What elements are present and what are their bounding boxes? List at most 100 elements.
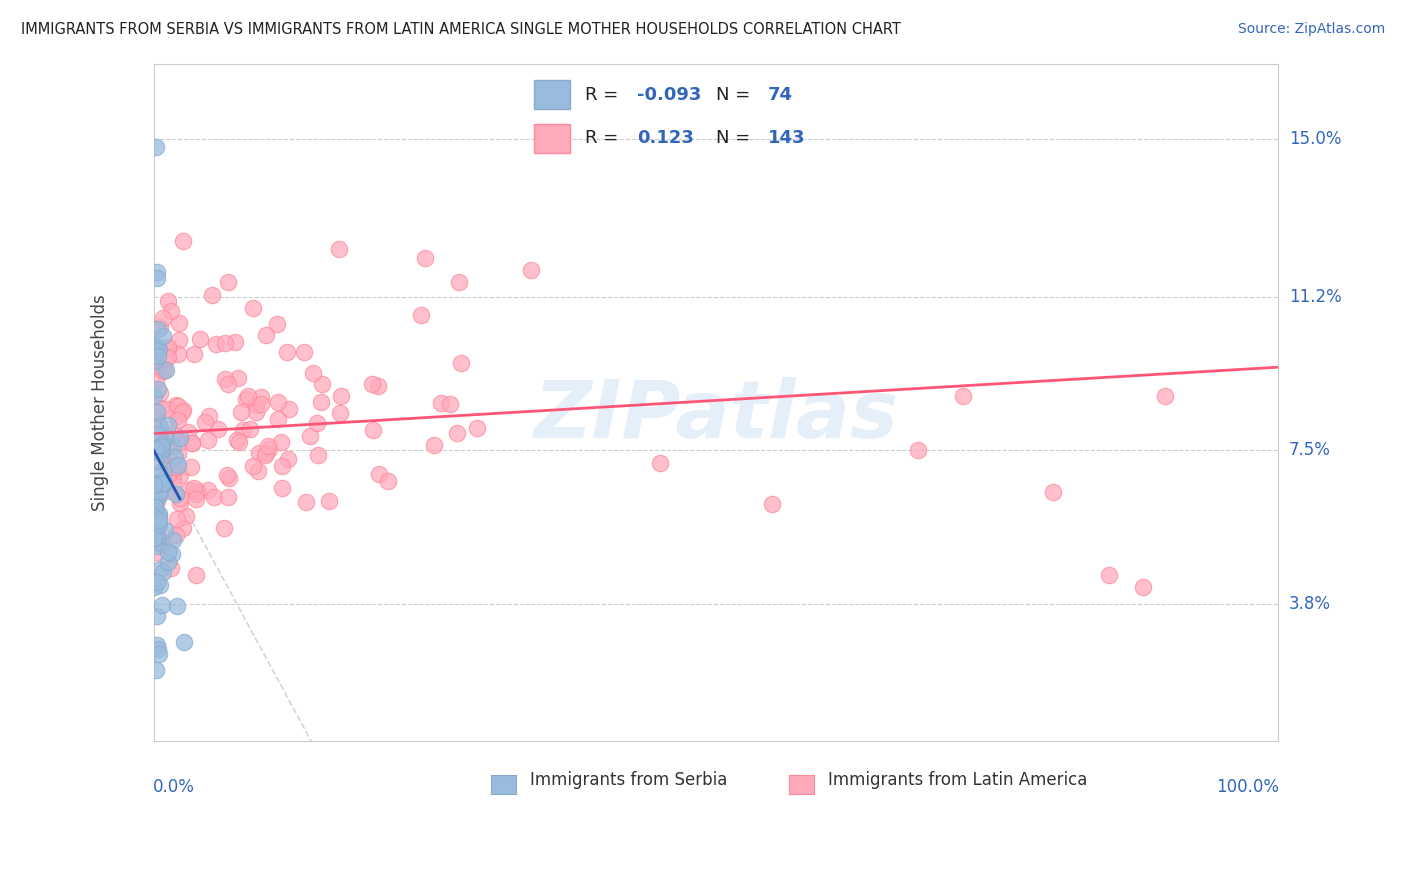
Point: [329, 406, 352, 420]
Point: [152, 329, 174, 343]
Point: [145, 442, 167, 456]
Point: [148, 487, 170, 501]
Text: Single Mother Households: Single Mother Households: [90, 294, 108, 511]
Text: Immigrants from Latin America: Immigrants from Latin America: [828, 772, 1088, 789]
Point: [146, 427, 169, 442]
Point: [250, 397, 273, 411]
Point: [145, 338, 167, 352]
Point: [361, 376, 384, 391]
Point: [257, 439, 280, 453]
Point: [254, 328, 277, 343]
Point: [157, 545, 180, 559]
Point: [267, 394, 290, 409]
Point: [257, 442, 280, 457]
Point: [143, 532, 166, 546]
Point: [169, 468, 191, 483]
Point: [309, 395, 332, 409]
Point: [162, 468, 184, 483]
Point: [156, 402, 179, 417]
Point: [165, 398, 187, 412]
Point: [163, 459, 186, 474]
Point: [301, 366, 323, 380]
Point: [155, 363, 177, 377]
Point: [152, 475, 174, 490]
Point: [446, 426, 468, 441]
Point: [224, 334, 246, 349]
Point: [214, 335, 236, 350]
Point: [271, 458, 294, 473]
Point: [153, 463, 176, 477]
Point: [167, 333, 190, 347]
Point: [145, 493, 167, 508]
Point: [157, 294, 180, 309]
Point: [148, 418, 170, 433]
Point: [169, 496, 191, 510]
Point: [1154, 389, 1177, 403]
Point: [150, 436, 173, 450]
Point: [160, 304, 183, 318]
Point: [142, 510, 165, 524]
Point: [143, 478, 166, 492]
Point: [152, 566, 174, 580]
Point: [299, 428, 322, 442]
Point: [167, 347, 190, 361]
Point: [194, 415, 217, 429]
Point: [166, 459, 188, 474]
Point: [148, 476, 170, 491]
Point: [245, 404, 267, 418]
Point: [146, 321, 169, 335]
Point: [143, 354, 166, 368]
Point: [145, 445, 167, 459]
Point: [145, 664, 167, 678]
Point: [150, 442, 173, 456]
Point: [143, 500, 166, 514]
Point: [149, 536, 172, 550]
Point: [430, 396, 453, 410]
Point: [183, 481, 205, 495]
Point: [169, 491, 191, 506]
Point: [184, 568, 207, 582]
Point: [166, 599, 188, 613]
Point: [1132, 580, 1154, 594]
Point: [181, 435, 204, 450]
Point: [148, 517, 170, 532]
Point: [276, 345, 298, 359]
Point: [145, 545, 167, 559]
Point: [149, 420, 172, 434]
Point: [145, 492, 167, 507]
Text: 100.0%: 100.0%: [1216, 778, 1279, 797]
Point: [148, 443, 170, 458]
Point: [271, 481, 294, 495]
Point: [217, 376, 239, 391]
Point: [247, 445, 270, 459]
Text: ZIPatlas: ZIPatlas: [533, 377, 898, 455]
Point: [152, 364, 174, 378]
Point: [152, 477, 174, 491]
Point: [422, 438, 444, 452]
Point: [149, 430, 172, 444]
Point: [145, 405, 167, 419]
Point: [246, 465, 269, 479]
Point: [907, 443, 929, 458]
Point: [174, 509, 197, 524]
Point: [162, 547, 184, 561]
Point: [163, 427, 186, 442]
Point: [162, 533, 184, 547]
Point: [149, 355, 172, 369]
Text: 15.0%: 15.0%: [1289, 130, 1341, 148]
Point: [146, 411, 169, 425]
Point: [145, 343, 167, 358]
Point: [143, 491, 166, 506]
Point: [226, 370, 249, 384]
Point: [152, 310, 174, 325]
Point: [167, 434, 190, 449]
Point: [184, 492, 207, 507]
Point: [148, 350, 170, 364]
Point: [145, 574, 167, 589]
Point: [149, 385, 172, 400]
Point: [162, 475, 184, 490]
Point: [145, 475, 167, 490]
Point: [150, 598, 173, 612]
Point: [465, 421, 488, 435]
Point: [242, 458, 264, 473]
